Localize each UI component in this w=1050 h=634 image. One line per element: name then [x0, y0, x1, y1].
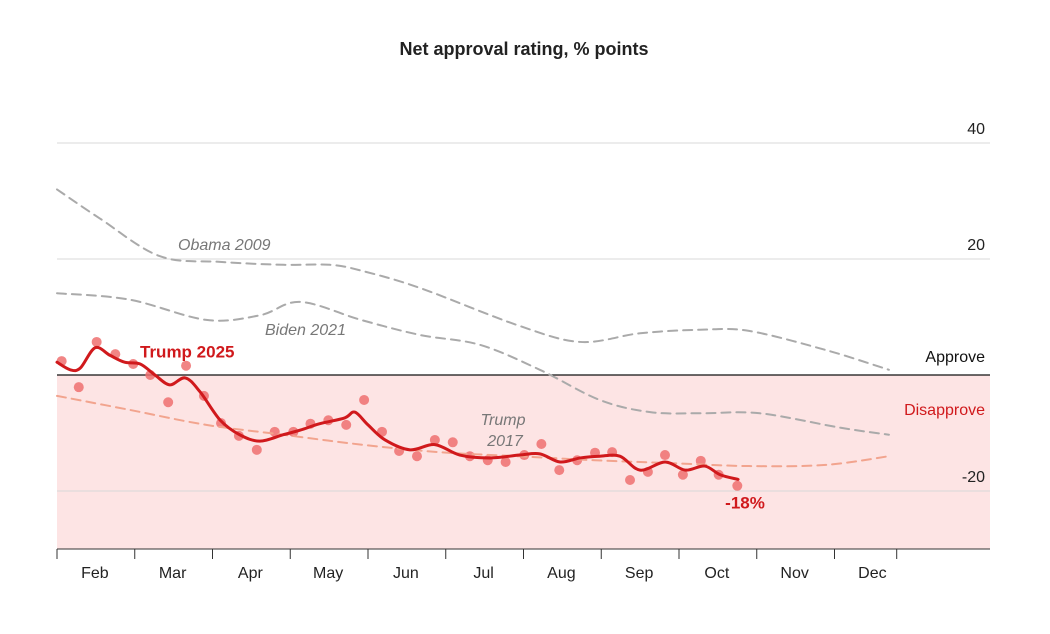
x-tick-label: May: [313, 565, 343, 582]
poll-dot: [660, 450, 671, 461]
y-tick-label: 40: [967, 121, 985, 138]
poll-dot: [91, 336, 102, 347]
x-tick-label: Aug: [547, 565, 575, 582]
poll-dot: [732, 480, 743, 491]
disapprove-zone: [57, 375, 990, 549]
annotation: Approve: [925, 349, 985, 366]
poll-dot: [411, 451, 422, 462]
series-line: [55, 345, 740, 481]
poll-dot: [447, 437, 458, 448]
poll-dot: [625, 474, 636, 485]
series-label: Obama 2009: [178, 237, 271, 254]
series-label: Biden 2021: [265, 322, 346, 339]
x-tick-label: Oct: [704, 565, 729, 582]
x-tick-label: Feb: [81, 565, 109, 582]
poll-dot: [73, 382, 84, 393]
series-line: [56, 188, 890, 371]
series-label: Trump 2017: [480, 412, 525, 450]
poll-dot: [677, 469, 688, 480]
poll-dot: [536, 439, 547, 450]
x-tick-label: Dec: [858, 565, 886, 582]
annotation: Disapprove: [904, 402, 985, 419]
x-tick-label: Jun: [393, 565, 419, 582]
x-tick-label: Apr: [238, 565, 264, 582]
series-line: [56, 394, 890, 468]
poll-dot: [500, 457, 511, 467]
x-tick-label: Jul: [473, 565, 493, 582]
series-line: [56, 292, 890, 436]
poll-dot: [429, 434, 440, 445]
poll-dot: [341, 419, 352, 430]
x-tick-label: Mar: [159, 565, 187, 582]
poll-dot: [163, 397, 174, 408]
poll-dot: [554, 465, 565, 476]
x-tick-label: Sep: [625, 565, 654, 582]
chart-title: Net approval rating, % points: [399, 39, 648, 59]
poll-dot: [181, 360, 192, 371]
series-label: Trump 2025: [140, 342, 235, 361]
y-tick-label: 20: [967, 237, 985, 254]
poll-dot: [359, 394, 370, 405]
y-tick-label: -20: [962, 469, 985, 486]
x-tick-label: Nov: [780, 565, 808, 582]
annotation: -18%: [725, 493, 765, 512]
poll-dot: [251, 444, 262, 455]
